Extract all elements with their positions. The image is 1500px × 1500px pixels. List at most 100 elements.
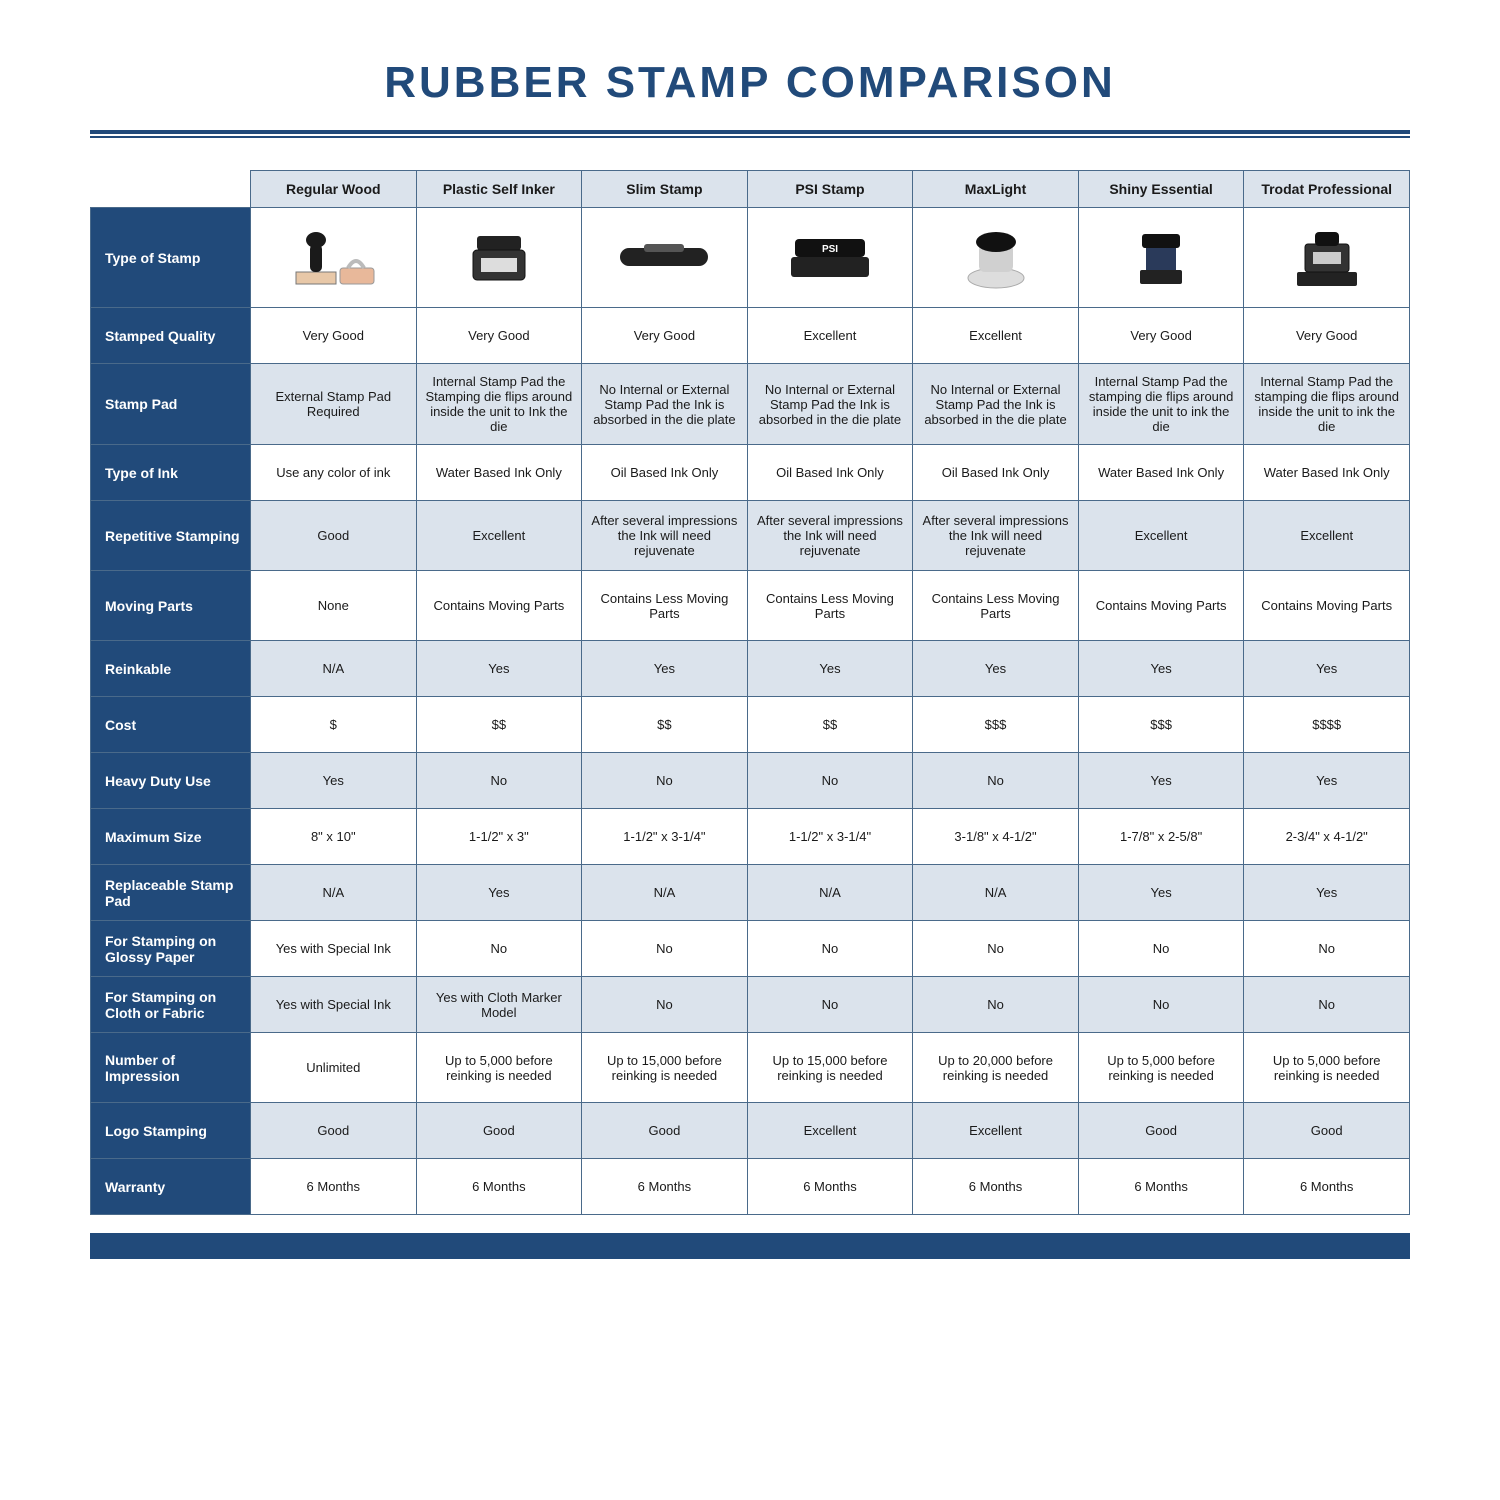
cell: $$ xyxy=(416,697,582,753)
cell: $ xyxy=(251,697,417,753)
cell: Yes xyxy=(1078,753,1244,809)
cell: N/A xyxy=(913,865,1079,921)
page-title: RUBBER STAMP COMPARISON xyxy=(90,40,1410,130)
row-label: Moving Parts xyxy=(91,571,251,641)
row-label: Type of Stamp xyxy=(91,208,251,308)
cell-image xyxy=(1078,208,1244,308)
row-label: Repetitive Stamping xyxy=(91,501,251,571)
cell: 1-1/2" x 3-1/4" xyxy=(747,809,913,865)
cell: N/A xyxy=(251,641,417,697)
cell: Very Good xyxy=(416,308,582,364)
header-row: Regular Wood Plastic Self Inker Slim Sta… xyxy=(91,171,1410,208)
cell: No Internal or External Stamp Pad the In… xyxy=(913,364,1079,445)
cell: Contains Less Moving Parts xyxy=(582,571,748,641)
cell: Contains Less Moving Parts xyxy=(913,571,1079,641)
cell: No xyxy=(747,977,913,1033)
cell: $$ xyxy=(582,697,748,753)
col-header: MaxLight xyxy=(913,171,1079,208)
cell: Excellent xyxy=(913,308,1079,364)
cell: Contains Moving Parts xyxy=(416,571,582,641)
cell: Contains Moving Parts xyxy=(1244,571,1410,641)
cell: 6 Months xyxy=(416,1159,582,1215)
cell: After several impressions the Ink will n… xyxy=(747,501,913,571)
table-row: Stamp Pad External Stamp Pad Required In… xyxy=(91,364,1410,445)
cell: After several impressions the Ink will n… xyxy=(913,501,1079,571)
header-blank xyxy=(91,171,251,208)
cell: No Internal or External Stamp Pad the In… xyxy=(582,364,748,445)
cell: Good xyxy=(1244,1103,1410,1159)
cell: External Stamp Pad Required xyxy=(251,364,417,445)
footer-bar xyxy=(90,1233,1410,1259)
cell: Yes xyxy=(1244,753,1410,809)
cell: Use any color of ink xyxy=(251,445,417,501)
table-row: For Stamping on Cloth or Fabric Yes with… xyxy=(91,977,1410,1033)
title-rule xyxy=(90,130,1410,138)
row-label: Stamp Pad xyxy=(91,364,251,445)
cell: Good xyxy=(582,1103,748,1159)
table-row: Heavy Duty Use Yes No No No No Yes Yes xyxy=(91,753,1410,809)
cell: Oil Based Ink Only xyxy=(582,445,748,501)
cell: Water Based Ink Only xyxy=(1078,445,1244,501)
wood-handle-stamp-icon xyxy=(257,226,410,290)
row-label: For Stamping on Glossy Paper xyxy=(91,921,251,977)
cell: No xyxy=(1078,977,1244,1033)
page: RUBBER STAMP COMPARISON Regular Wood Pla… xyxy=(0,0,1500,1500)
cell: Excellent xyxy=(416,501,582,571)
cell-image: PSI xyxy=(747,208,913,308)
cell: 1-7/8" x 2-5/8" xyxy=(1078,809,1244,865)
cell: No xyxy=(582,921,748,977)
cell: 3-1/8" x 4-1/2" xyxy=(913,809,1079,865)
table-row: Replaceable Stamp Pad N/A Yes N/A N/A N/… xyxy=(91,865,1410,921)
cell: Excellent xyxy=(1244,501,1410,571)
comparison-table: Regular Wood Plastic Self Inker Slim Sta… xyxy=(90,170,1410,1215)
table-row: Moving Parts None Contains Moving Parts … xyxy=(91,571,1410,641)
psi-stamp-icon: PSI xyxy=(754,226,907,290)
col-header: Regular Wood xyxy=(251,171,417,208)
row-label: Type of Ink xyxy=(91,445,251,501)
cell-image xyxy=(1244,208,1410,308)
cell-image xyxy=(582,208,748,308)
row-label: Replaceable Stamp Pad xyxy=(91,865,251,921)
cell: Up to 15,000 before reinking is needed xyxy=(747,1033,913,1103)
cell: No xyxy=(747,753,913,809)
cell: Internal Stamp Pad the stamping die flip… xyxy=(1244,364,1410,445)
table-row: Type of Stamp PSI xyxy=(91,208,1410,308)
table-row: Cost $ $$ $$ $$ $$$ $$$ $$$$ xyxy=(91,697,1410,753)
cell: Excellent xyxy=(913,1103,1079,1159)
cell: Yes with Cloth Marker Model xyxy=(416,977,582,1033)
table-row: Warranty 6 Months 6 Months 6 Months 6 Mo… xyxy=(91,1159,1410,1215)
cell: Yes xyxy=(1078,641,1244,697)
table-row: Stamped Quality Very Good Very Good Very… xyxy=(91,308,1410,364)
round-maxlight-stamp-icon xyxy=(919,226,1072,290)
svg-text:PSI: PSI xyxy=(822,244,838,255)
table-body: Type of Stamp PSI Stamped Quality Very G… xyxy=(91,208,1410,1215)
cell: 6 Months xyxy=(747,1159,913,1215)
cell: 6 Months xyxy=(913,1159,1079,1215)
cell: Yes xyxy=(416,641,582,697)
cell: Yes xyxy=(913,641,1079,697)
row-label: Maximum Size xyxy=(91,809,251,865)
cell: Good xyxy=(416,1103,582,1159)
cell: Oil Based Ink Only xyxy=(913,445,1079,501)
cell: 6 Months xyxy=(251,1159,417,1215)
row-label: Number of Impression xyxy=(91,1033,251,1103)
row-label: Stamped Quality xyxy=(91,308,251,364)
cell: N/A xyxy=(251,865,417,921)
row-label: Heavy Duty Use xyxy=(91,753,251,809)
row-label: For Stamping on Cloth or Fabric xyxy=(91,977,251,1033)
cell: No Internal or External Stamp Pad the In… xyxy=(747,364,913,445)
cell: Yes xyxy=(416,865,582,921)
cell: Oil Based Ink Only xyxy=(747,445,913,501)
col-header: PSI Stamp xyxy=(747,171,913,208)
cell: After several impressions the Ink will n… xyxy=(582,501,748,571)
col-header: Trodat Professional xyxy=(1244,171,1410,208)
table-row: Reinkable N/A Yes Yes Yes Yes Yes Yes xyxy=(91,641,1410,697)
cell: No xyxy=(416,921,582,977)
col-header: Slim Stamp xyxy=(582,171,748,208)
cell: N/A xyxy=(747,865,913,921)
cell: No xyxy=(582,977,748,1033)
cell: Up to 20,000 before reinking is needed xyxy=(913,1033,1079,1103)
cell: Very Good xyxy=(582,308,748,364)
cell: 6 Months xyxy=(582,1159,748,1215)
cell: N/A xyxy=(582,865,748,921)
